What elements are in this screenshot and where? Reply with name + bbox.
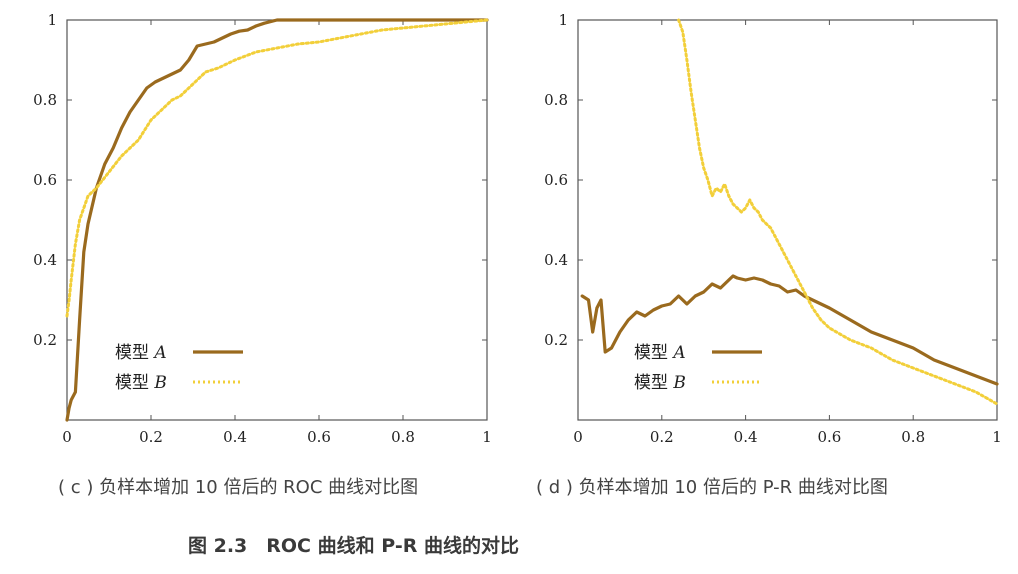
x-tick-label: 0.2 (650, 428, 674, 446)
y-tick-label: 0.2 (544, 331, 568, 349)
x-tick-label: 0 (573, 428, 583, 446)
x-tick-label: 0.4 (734, 428, 758, 446)
pr-chart-panel: 0 0.2 0.4 0.6 0.8 1 0.2 0.4 0.6 0.8 1 模型 A 模型 B (544, 11, 1002, 446)
series-line-model-a (580, 274, 999, 386)
y-tick-label: 0.4 (33, 251, 57, 269)
x-tick-label: 0.4 (223, 428, 247, 446)
y-tick-label: 0.8 (33, 91, 57, 109)
x-tick-label: 1 (992, 428, 1002, 446)
y-tick-label: 1 (47, 11, 57, 29)
y-tick-label: 1 (558, 11, 568, 29)
y-tick-label: 0.4 (544, 251, 568, 269)
legend-label-model-b: 模型 B (115, 373, 167, 393)
roc-chart-panel: 0 0.2 0.4 0.6 0.8 1 0.2 0.4 0.6 0.8 1 模型 A 模型 B (33, 11, 492, 446)
series-line-model-a (65, 18, 489, 422)
legend-label-model-a: 模型 A (115, 343, 167, 363)
y-tick-label: 0.6 (33, 171, 57, 189)
x-tick-label: 0.8 (901, 428, 925, 446)
x-tick-label: 0.6 (817, 428, 841, 446)
legend-label-model-a: 模型 A (634, 343, 686, 363)
x-tick-label: 0.8 (391, 428, 415, 446)
x-tick-label: 0.6 (307, 428, 331, 446)
y-tick-label: 0.6 (544, 171, 568, 189)
caption-pr-chart: ( d ) 负样本增加 10 倍后的 P-R 曲线对比图 (536, 477, 888, 498)
caption-roc-chart: ( c ) 负样本增加 10 倍后的 ROC 曲线对比图 (58, 477, 419, 498)
plot-frame (577, 19, 998, 421)
x-tick-label: 0 (62, 428, 72, 446)
x-tick-label: 0.2 (139, 428, 163, 446)
series-line-model-b (65, 18, 489, 318)
figure-caption: 图 2.3 ROC 曲线和 P-R 曲线的对比 (188, 535, 519, 557)
x-tick-label: 1 (482, 428, 492, 446)
y-tick-label: 0.8 (544, 91, 568, 109)
y-tick-label: 0.2 (33, 331, 57, 349)
legend-label-model-b: 模型 B (634, 373, 686, 393)
series-line-model-b (677, 18, 999, 406)
